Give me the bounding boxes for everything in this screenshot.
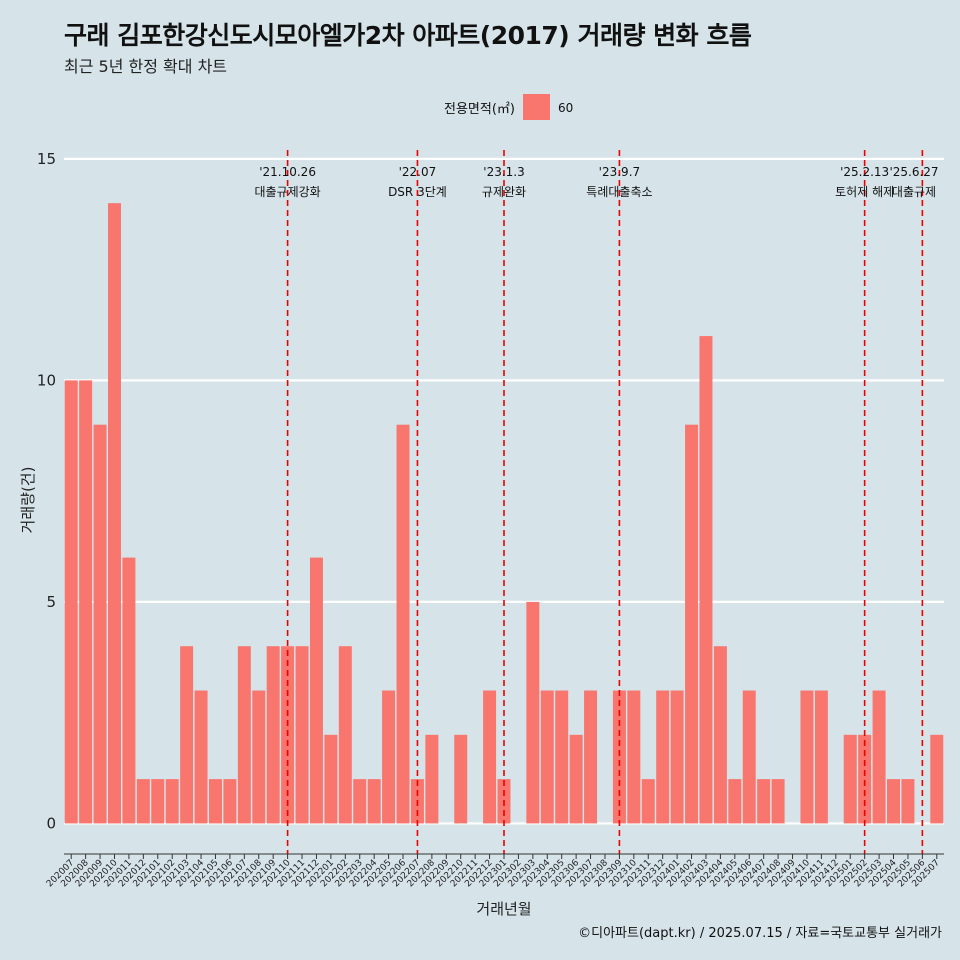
- y-tick-label: 0: [46, 814, 56, 832]
- bar: [742, 690, 756, 824]
- event-label: 특례대출축소: [586, 185, 652, 199]
- event-label: 대출규제강화: [254, 185, 320, 199]
- bar: [555, 690, 569, 824]
- chart-title: 구래 김포한강신도시모아엘가2차 아파트(2017) 거래량 변화 흐름: [64, 21, 752, 50]
- event-label: 규제완화: [482, 185, 526, 199]
- event-date: '22.07: [399, 165, 437, 179]
- bar: [612, 690, 626, 824]
- bar: [872, 690, 886, 824]
- y-tick-label: 5: [46, 593, 56, 611]
- bar: [425, 734, 439, 824]
- event-label: 토허제 해제: [835, 185, 894, 199]
- event-lines: '21.10.26 대출규제강화 '22.07 DSR 3단계 '23.1.3 규제완화 '…: [254, 150, 939, 854]
- bar: [64, 380, 78, 824]
- event-label: DSR 3단계: [388, 185, 447, 199]
- event-date: '25.2.13: [840, 165, 889, 179]
- event-date: '25.6.27: [889, 165, 938, 179]
- bar: [757, 779, 771, 824]
- bar: [685, 424, 699, 824]
- event-date: '23.9.7: [599, 165, 640, 179]
- source-caption: ©디아파트(dapt.kr) / 2025.07.15 / 자료=국토교통부 실…: [578, 926, 942, 941]
- bar: [324, 734, 338, 824]
- bar: [887, 779, 900, 824]
- bar: [569, 734, 583, 824]
- bar: [728, 779, 742, 824]
- bar: [165, 779, 179, 824]
- bar: [699, 336, 713, 824]
- bar: [353, 779, 367, 824]
- bar: [454, 734, 468, 824]
- bar: [252, 690, 266, 824]
- bar: [930, 734, 944, 824]
- bar: [713, 646, 727, 824]
- y-tick-label: 10: [37, 371, 56, 389]
- bar: [483, 690, 497, 824]
- y-axis-title: 거래량(건): [19, 467, 37, 534]
- bar: [266, 646, 280, 824]
- bar: [223, 779, 237, 824]
- bar: [656, 690, 670, 824]
- chart-subtitle: 최근 5년 한정 확대 차트: [64, 57, 228, 76]
- bar: [901, 779, 915, 824]
- bar: [367, 779, 381, 824]
- bar: [208, 779, 222, 824]
- bar: [641, 779, 655, 824]
- legend-title: 전용면적(㎡): [444, 102, 515, 117]
- bar: [382, 690, 396, 824]
- event-date: '21.10.26: [259, 165, 316, 179]
- bar: [800, 690, 814, 824]
- bar: [295, 646, 309, 824]
- bar: [338, 646, 352, 824]
- bar: [136, 779, 150, 824]
- bar: [843, 734, 857, 824]
- y-axis: 0 5 10 15: [37, 150, 56, 833]
- bar: [151, 779, 165, 824]
- bar: [93, 424, 107, 824]
- bar: [194, 690, 208, 824]
- y-tick-label: 15: [37, 150, 56, 168]
- bar: [108, 203, 121, 824]
- legend-label: 60: [558, 101, 573, 115]
- bar: [396, 424, 410, 824]
- legend-key: [523, 94, 550, 120]
- bars: [64, 203, 944, 824]
- bar: [237, 646, 251, 824]
- bar: [584, 690, 598, 824]
- bar: [771, 779, 785, 824]
- bar: [627, 690, 641, 824]
- bar: [79, 380, 93, 824]
- x-axis: 2020072020082020092020102020112020122021…: [45, 853, 944, 889]
- event-date: '23.1.3: [483, 165, 524, 179]
- legend: 전용면적(㎡) 60: [444, 94, 573, 120]
- bar: [122, 557, 136, 824]
- bar: [858, 734, 872, 824]
- bar: [670, 690, 684, 824]
- bar: [309, 557, 323, 824]
- bar: [180, 646, 194, 824]
- bar: [814, 690, 828, 824]
- bar: [526, 601, 540, 824]
- event-label: 대출규제: [892, 185, 936, 199]
- bar: [540, 690, 554, 824]
- x-axis-title: 거래년월: [476, 900, 531, 918]
